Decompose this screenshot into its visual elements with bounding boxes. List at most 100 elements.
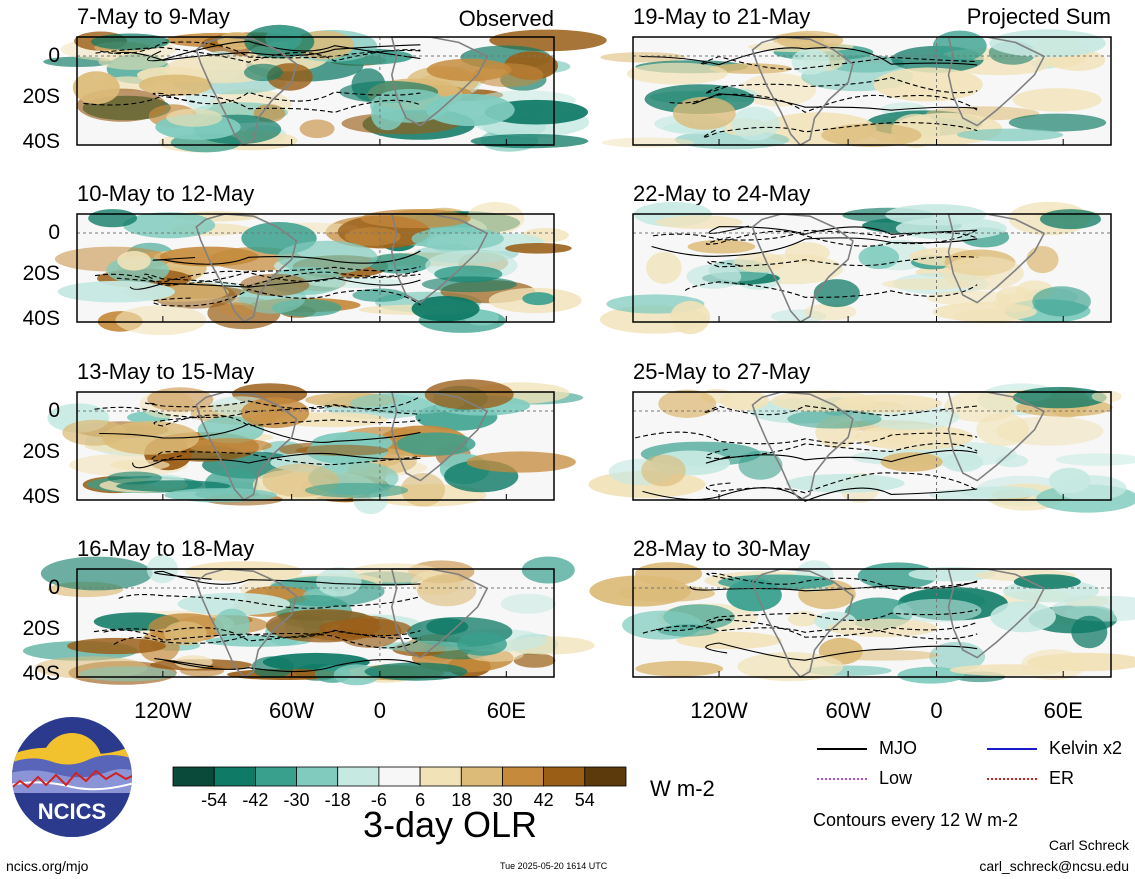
contour-line xyxy=(684,281,978,298)
olr-anomaly-blob xyxy=(942,452,984,472)
y-tick-label: 40S xyxy=(22,485,60,508)
olr-anomaly-blob xyxy=(658,389,717,418)
olr-anomaly-blob xyxy=(177,592,291,616)
olr-anomaly-blob xyxy=(344,227,401,246)
contour-line xyxy=(99,423,421,443)
contour-line xyxy=(116,270,421,283)
x-tick-label: 60E xyxy=(1043,698,1083,723)
legend-label: MJO xyxy=(879,738,917,758)
olr-anomaly-blob xyxy=(277,240,378,275)
legend-label: ER xyxy=(1049,768,1075,788)
olr-anomaly-blob xyxy=(989,29,1106,58)
olr-anomaly-blob xyxy=(776,30,844,50)
x-tick-label: 0 xyxy=(930,698,943,723)
contour-line xyxy=(705,609,978,623)
olr-anomaly-blob xyxy=(79,666,176,682)
olr-anomaly-blob xyxy=(1055,453,1135,466)
contour-line xyxy=(705,472,978,494)
olr-anomaly-blob xyxy=(521,556,575,584)
olr-anomaly-blob xyxy=(164,621,207,646)
contour-line xyxy=(669,93,978,113)
olr-anomaly-blob xyxy=(929,641,986,672)
olr-anomaly-blob xyxy=(1032,286,1091,317)
olr-anomaly-blob xyxy=(352,288,407,302)
olr-anomaly-blob xyxy=(421,276,517,293)
y-tick-label: 40S xyxy=(22,662,60,685)
colorbar-segment xyxy=(337,766,380,787)
olr-anomaly-blob xyxy=(197,416,264,444)
y-tick-label: 20S xyxy=(22,440,60,463)
colorbar-tick-label: 54 xyxy=(574,790,595,810)
x-tick-label: 120W xyxy=(134,698,192,723)
panel-title: 19-May to 21-May xyxy=(633,4,811,29)
olr-anomaly-blob xyxy=(164,488,277,503)
olr-anomaly-blob xyxy=(672,96,736,130)
olr-anomaly-blob xyxy=(718,574,835,590)
contour-line xyxy=(132,452,421,469)
olr-anomaly-blob xyxy=(426,58,512,82)
olr-anomaly-blob xyxy=(993,293,1036,313)
olr-anomaly-blob xyxy=(897,666,965,684)
colorbar-segment xyxy=(502,766,545,787)
africa-coastline xyxy=(947,213,1046,304)
olr-anomaly-blob xyxy=(522,292,555,306)
olr-anomaly-blob xyxy=(880,452,943,472)
y-tick-label: 40S xyxy=(22,130,60,153)
contour-line xyxy=(146,40,421,62)
author-email: carl_schreck@ncsu.edu xyxy=(979,858,1129,874)
olr-anomaly-blob xyxy=(123,212,216,239)
olr-anomaly-blob xyxy=(1026,246,1059,274)
contour-line xyxy=(152,250,421,265)
africa-coastline xyxy=(390,213,489,304)
panel-frame xyxy=(76,213,555,323)
site-link[interactable]: ncics.org/mjo xyxy=(6,858,89,874)
contour-line xyxy=(707,256,978,268)
south-america-coastline xyxy=(195,391,298,502)
contour-line xyxy=(144,269,421,287)
contour-line xyxy=(154,570,421,586)
olr-anomaly-blob xyxy=(787,409,882,429)
olr-map-panel xyxy=(22,555,595,686)
olr-anomaly-blob xyxy=(67,637,166,655)
contour-line xyxy=(113,632,421,649)
colorbar-segment xyxy=(213,766,256,787)
colorbar-tick-label: -42 xyxy=(242,790,269,810)
colorbar-segment xyxy=(543,766,586,787)
colorbar-tick-label: 6 xyxy=(415,790,426,810)
olr-map-panel xyxy=(43,24,607,153)
olr-anomaly-blob xyxy=(740,73,816,107)
colorbar xyxy=(172,766,627,787)
y-tick-label: 40S xyxy=(22,307,60,330)
contour-line xyxy=(651,237,978,257)
legend-line-swatch xyxy=(817,748,867,750)
olr-anomaly-blob xyxy=(57,280,175,303)
panel-title: 10-May to 12-May xyxy=(77,181,255,206)
x-tick-label: 120W xyxy=(690,698,748,723)
legend-line-swatch xyxy=(817,778,867,780)
south-america-coastline xyxy=(195,568,298,679)
olr-anomaly-blob xyxy=(1071,615,1108,649)
olr-anomaly-blob xyxy=(364,662,468,681)
olr-anomaly-blob xyxy=(244,63,283,82)
legend-line-swatch xyxy=(987,778,1037,780)
south-america-coastline xyxy=(751,36,854,147)
contour-line xyxy=(689,580,978,592)
contour-line xyxy=(640,47,978,66)
olr-anomaly-blob xyxy=(803,303,857,321)
x-tick-label: 60W xyxy=(269,698,315,723)
ncics-logo: NCICS xyxy=(12,717,132,837)
olr-anomaly-blob xyxy=(932,30,987,62)
olr-anomaly-blob xyxy=(102,421,200,455)
y-tick-label: 20S xyxy=(22,617,60,640)
olr-anomaly-blob xyxy=(214,608,250,641)
olr-anomaly-blob xyxy=(470,134,589,149)
contour-line xyxy=(129,277,421,290)
contour-line xyxy=(114,44,421,61)
olr-anomaly-blob xyxy=(873,67,983,102)
south-america-coastline xyxy=(195,213,298,324)
africa-coastline xyxy=(947,36,1046,127)
olr-anomaly-blob xyxy=(1012,88,1102,112)
observed-label: Observed xyxy=(458,6,554,31)
africa-coastline xyxy=(390,36,489,127)
olr-anomaly-blob xyxy=(251,656,294,678)
